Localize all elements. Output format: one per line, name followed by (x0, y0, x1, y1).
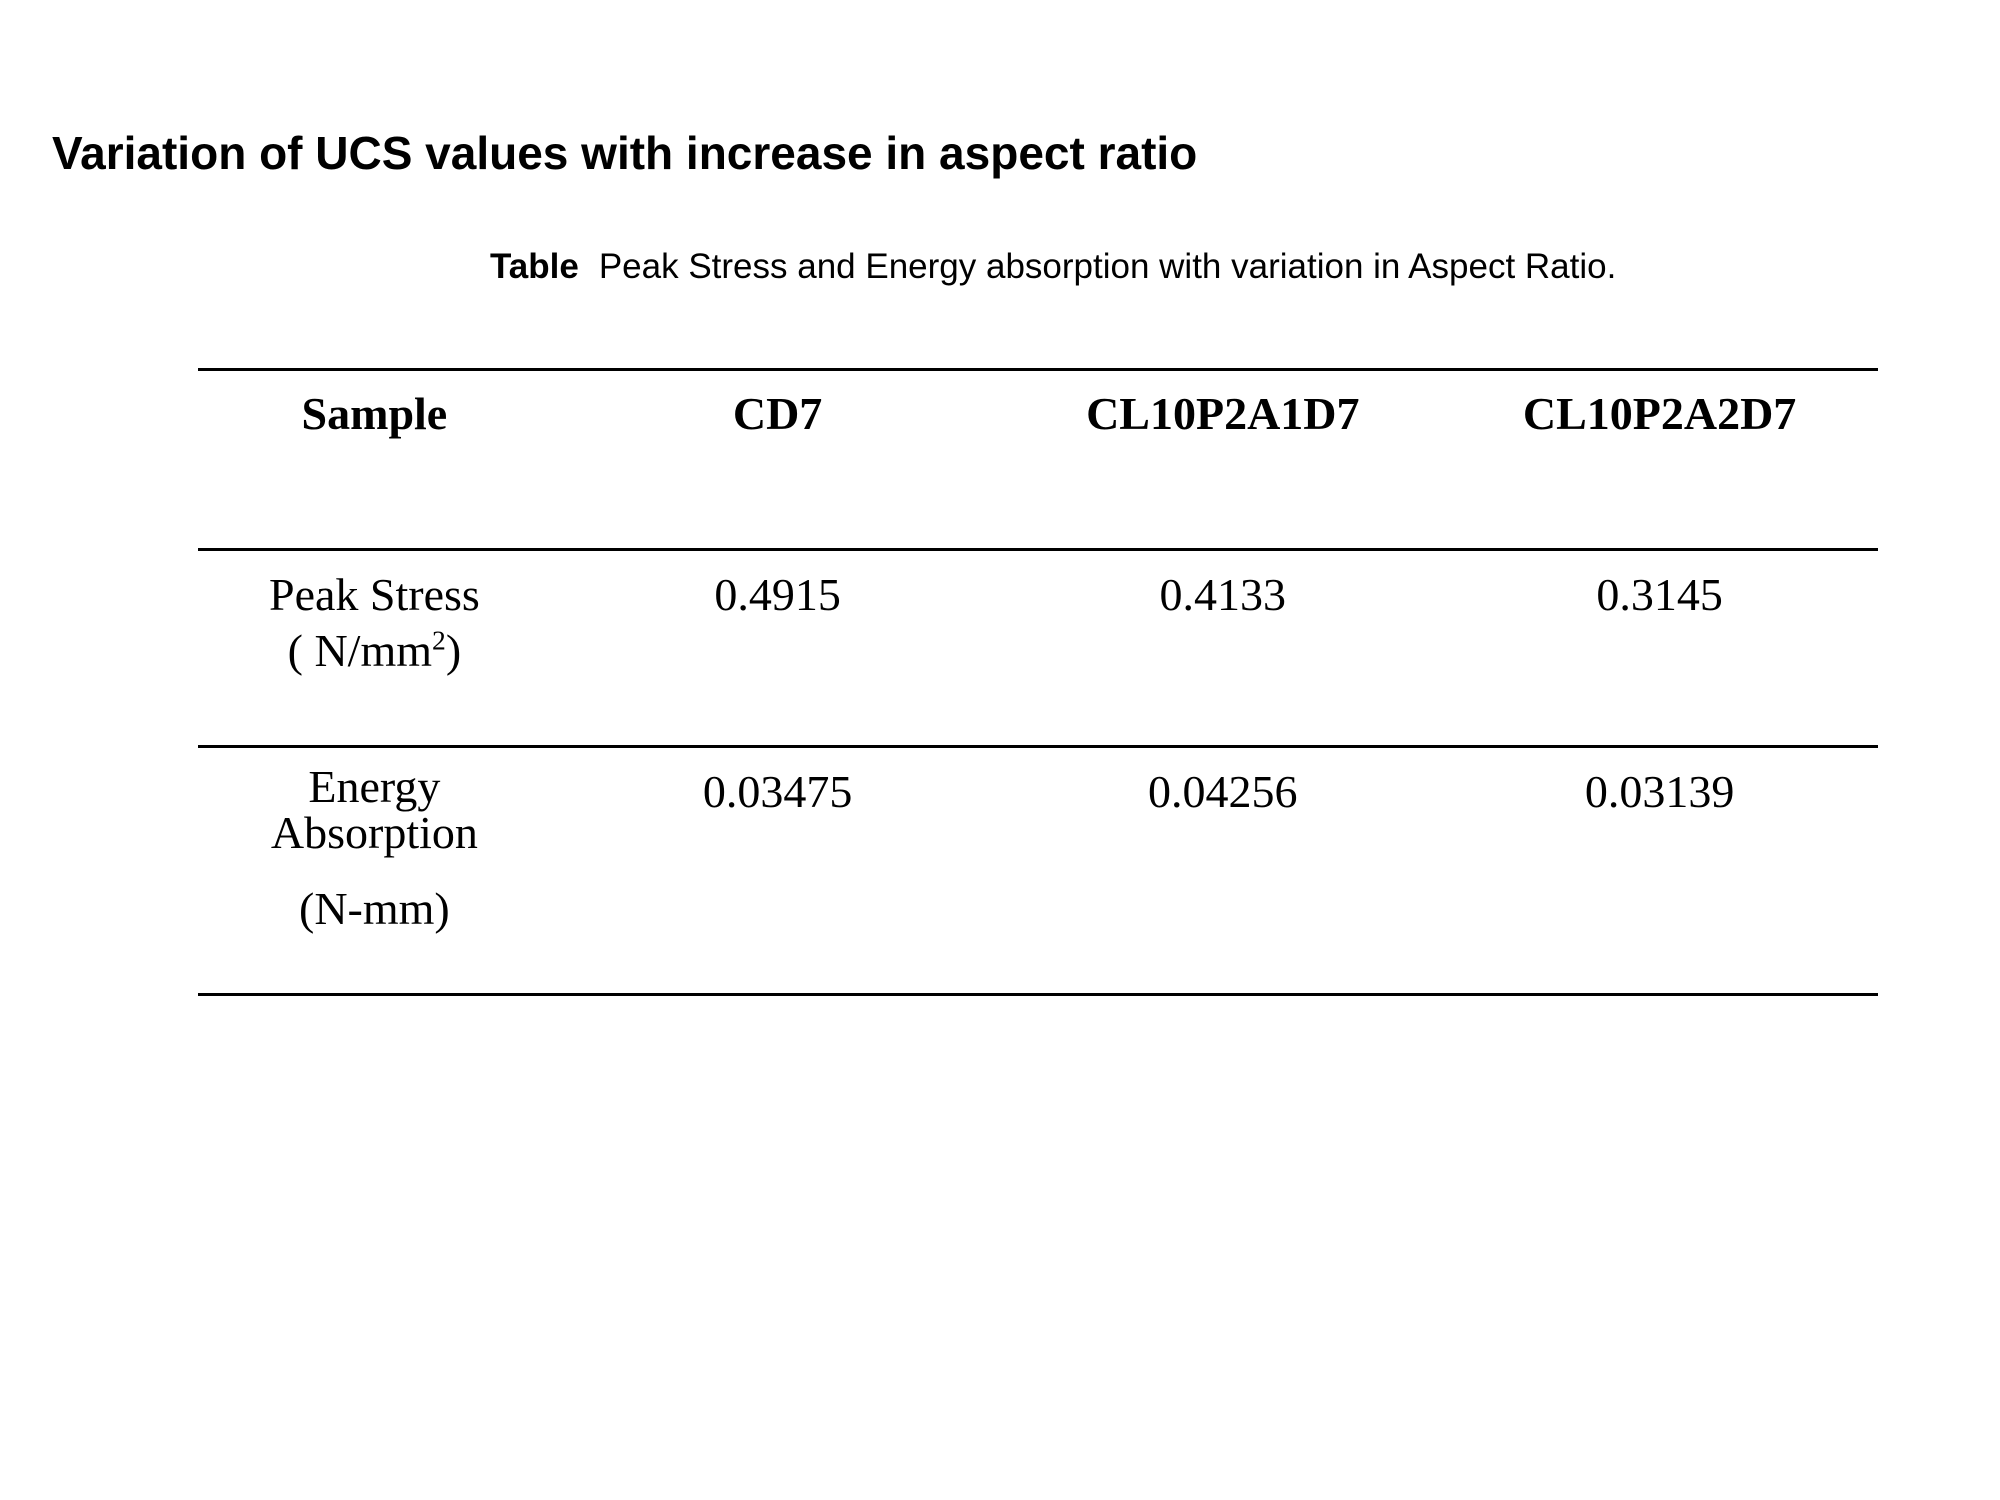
row-label-unit: ( N/mm2) (287, 624, 462, 677)
table-row: Energy Absorption (N-mm) 0.03475 0.04256… (198, 746, 1878, 996)
table-cell: 0.3145 (1441, 549, 1878, 748)
table-cell: 0.03475 (550, 746, 1005, 996)
table-cell: 0.04256 (1004, 746, 1442, 996)
table-cell: 0.03139 (1441, 746, 1878, 996)
column-header-sample: Sample (198, 368, 551, 551)
column-header-cd7: CD7 (550, 368, 1005, 551)
data-table-container: Sample CD7 CL10P2A1D7 CL10P2A2D7 Peak St… (198, 368, 1878, 996)
column-header-cl10p2a1d7: CL10P2A1D7 (1004, 368, 1442, 551)
column-header-cl10p2a2d7: CL10P2A2D7 (1441, 368, 1878, 551)
table-caption-text: Peak Stress and Energy absorption with v… (598, 247, 1617, 286)
table-header-row: Sample CD7 CL10P2A1D7 CL10P2A2D7 (198, 368, 1878, 551)
table-caption-label: Table (490, 247, 579, 286)
row-label-unit: (N-mm) (299, 883, 450, 934)
table-caption: Table Peak Stress and Energy absorption w… (490, 246, 1616, 288)
row-label-energy-absorption: Energy Absorption (N-mm) (198, 746, 551, 996)
data-table: Sample CD7 CL10P2A1D7 CL10P2A2D7 Peak St… (198, 368, 1878, 996)
row-label-line: Peak Stress (268, 569, 480, 620)
table-row: Peak Stress ( N/mm2) 0.4915 0.4133 0.314… (198, 549, 1878, 748)
table-cell: 0.4915 (550, 549, 1005, 748)
slide-title: Variation of UCS values with increase in… (52, 127, 1198, 179)
table-cell: 0.4133 (1004, 549, 1442, 748)
row-label-peak-stress: Peak Stress ( N/mm2) (198, 549, 551, 748)
row-label-line: Absorption (270, 807, 478, 858)
row-label-line: Energy (308, 761, 441, 812)
